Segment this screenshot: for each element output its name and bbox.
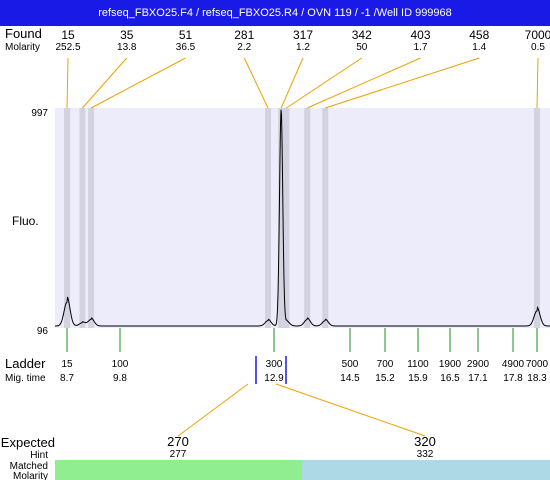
found-size-label: 15 — [61, 28, 75, 42]
found-row-label: Found — [5, 26, 42, 41]
peak-band — [534, 108, 540, 328]
hint-label: 277 — [170, 449, 187, 460]
peak-band — [278, 108, 285, 328]
peak-band — [304, 108, 311, 328]
found-molarity-label: 50 — [356, 42, 368, 53]
found-molarity-label: 36.5 — [176, 42, 196, 53]
found-molarity-label: 1.2 — [296, 42, 310, 53]
found-connector — [66, 57, 69, 109]
expected-size-label: 320 — [414, 434, 436, 449]
ladder-time-label: 18.3 — [527, 373, 547, 384]
matched-cell-1 — [55, 460, 302, 480]
expected-connector — [177, 383, 249, 437]
found-connector — [243, 57, 269, 109]
ladder-time-label: 17.8 — [503, 373, 523, 384]
found-size-label: 51 — [179, 28, 193, 42]
expected-row-label: Expected — [1, 435, 55, 450]
found-molarity-label: 1.4 — [472, 42, 486, 53]
mig-time-row-label: Mig. time — [5, 373, 46, 384]
peak-band — [79, 108, 86, 328]
ladder-size-label: 2900 — [467, 359, 490, 370]
ladder-time-label: 9.8 — [113, 373, 127, 384]
ladder-size-label: 7000 — [526, 359, 549, 370]
fluorescence-trace — [55, 109, 550, 327]
found-size-label: 281 — [234, 28, 254, 42]
ladder-time-label: 17.1 — [468, 373, 488, 384]
ladder-time-label: 8.7 — [60, 373, 74, 384]
chart-title: refseq_FBXO25.F4 / refseq_FBXO25.R4 / OV… — [0, 0, 550, 26]
molarity-row-label: Molarity — [5, 42, 40, 53]
y-max-label: 997 — [31, 108, 48, 119]
found-size-label: 35 — [120, 28, 134, 42]
peak-band — [88, 108, 95, 328]
found-molarity-label: 13.8 — [117, 42, 137, 53]
found-connector — [307, 57, 421, 109]
peak-band — [265, 108, 272, 328]
fluo-axis-label: Fluo. — [12, 214, 39, 228]
expected-size-label: 270 — [167, 434, 189, 449]
found-size-label: 342 — [352, 28, 372, 42]
ladder-time-label: 15.9 — [408, 373, 428, 384]
plot-area — [55, 108, 550, 328]
y-min-label: 96 — [37, 326, 49, 337]
found-size-label: 7000 — [525, 28, 550, 42]
found-molarity-label: 0.5 — [531, 42, 545, 53]
found-molarity-label: 252.5 — [55, 42, 80, 53]
ladder-time-label: 16.5 — [440, 373, 460, 384]
ladder-size-label: 15 — [61, 359, 73, 370]
ladder-time-label: 15.2 — [375, 373, 395, 384]
ladder-size-label: 1100 — [407, 359, 429, 370]
found-connector — [325, 57, 480, 109]
found-connector — [82, 57, 128, 109]
found-connector — [536, 57, 539, 109]
ladder-size-label: 300 — [266, 359, 283, 370]
found-size-label: 458 — [469, 28, 489, 42]
peak-band — [322, 108, 329, 328]
ladder-size-label: 4900 — [502, 359, 525, 370]
peak-band — [64, 108, 70, 328]
hint-label: 332 — [417, 449, 434, 460]
ladder-size-label: 700 — [377, 359, 394, 370]
ladder-size-label: 100 — [112, 359, 129, 370]
found-size-label: 317 — [293, 28, 313, 42]
found-connector — [90, 57, 186, 109]
ladder-time-label: 12.9 — [264, 373, 284, 384]
found-size-label: 403 — [410, 28, 430, 42]
found-connector — [286, 57, 363, 109]
peak-band — [283, 108, 290, 328]
ladder-row-label: Ladder — [5, 356, 46, 371]
expected-connector — [275, 383, 426, 437]
ladder-size-label: 1900 — [439, 359, 462, 370]
ladder-time-label: 14.5 — [340, 373, 360, 384]
matched-cell-2 — [302, 460, 550, 480]
molarity-bottom-row-label: Molarity — [13, 471, 48, 480]
found-molarity-label: 1.7 — [414, 42, 428, 53]
ladder-size-label: 500 — [342, 359, 359, 370]
found-connector — [280, 57, 304, 109]
matched-row-label: Matched — [10, 461, 48, 472]
found-molarity-label: 2.2 — [237, 42, 251, 53]
hint-row-label: Hint — [30, 450, 48, 461]
